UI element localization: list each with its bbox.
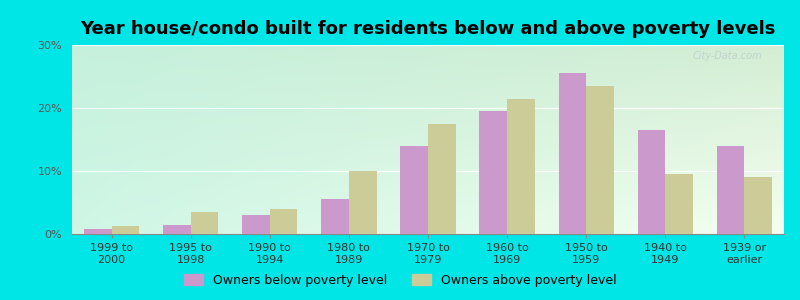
Bar bbox=[270, 209, 298, 234]
Bar bbox=[400, 146, 428, 234]
Legend: Owners below poverty level, Owners above poverty level: Owners below poverty level, Owners above… bbox=[180, 270, 620, 291]
Bar bbox=[558, 73, 586, 234]
Bar bbox=[349, 171, 377, 234]
Bar bbox=[745, 177, 772, 234]
Bar bbox=[242, 215, 270, 234]
Bar bbox=[507, 98, 534, 234]
Bar bbox=[163, 224, 190, 234]
Bar bbox=[717, 146, 745, 234]
Bar bbox=[111, 226, 139, 234]
Bar bbox=[190, 212, 218, 234]
Bar bbox=[428, 124, 456, 234]
Bar bbox=[638, 130, 666, 234]
Bar bbox=[479, 111, 507, 234]
Bar bbox=[666, 174, 693, 234]
Title: Year house/condo built for residents below and above poverty levels: Year house/condo built for residents bel… bbox=[80, 20, 776, 38]
Bar bbox=[321, 199, 349, 234]
Text: City-Data.com: City-Data.com bbox=[693, 51, 762, 61]
Bar bbox=[84, 229, 111, 234]
Bar bbox=[586, 86, 614, 234]
